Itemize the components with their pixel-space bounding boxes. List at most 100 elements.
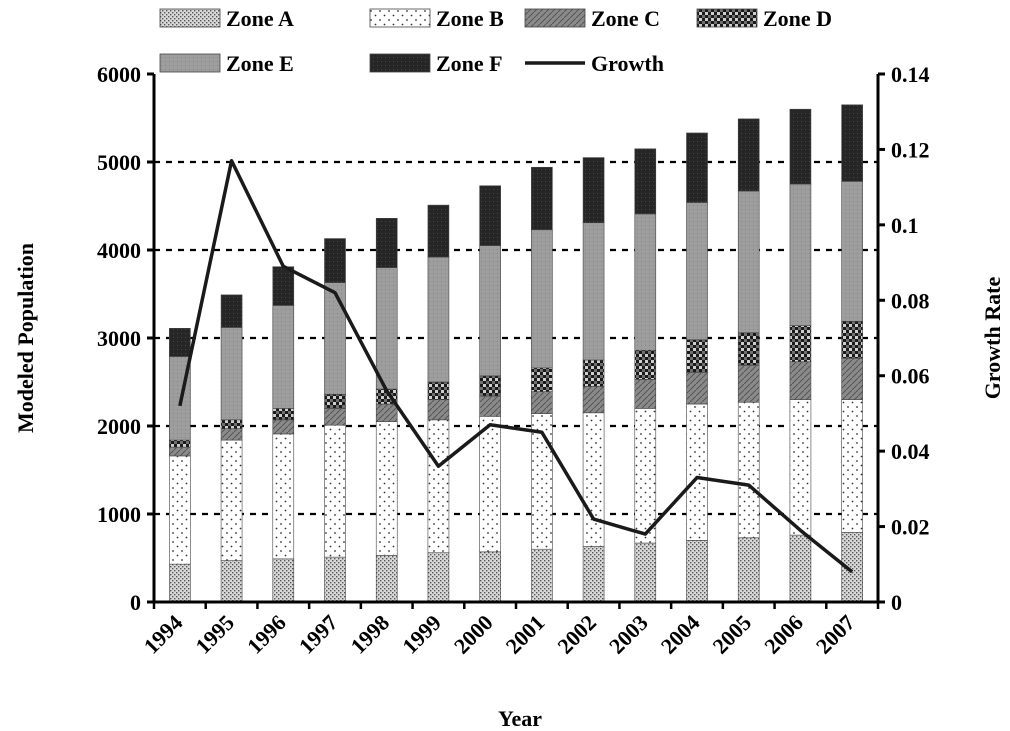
x-tick-label: 2001 (501, 610, 550, 659)
grid-lines (154, 160, 878, 516)
legend: Zone A Zone B Zone C Zone D Zone E Zone F Grow… (159, 6, 832, 76)
y-axis-title: Modeled Population (13, 243, 38, 433)
legend-swatch-zone-a (159, 8, 221, 28)
bar-zone-e-1996 (272, 305, 295, 409)
x-tick-label: 2000 (449, 610, 498, 659)
bar-zone-e-2000 (479, 245, 501, 377)
legend-label-zone-c: Zone C (591, 6, 660, 31)
bar-zone-b-2003 (634, 408, 657, 544)
bar-zone-b-1998 (375, 421, 398, 556)
bar-zone-a-2001 (531, 548, 553, 603)
y2-tick-label: 0.08 (891, 288, 930, 313)
bar-zone-c-1999 (427, 399, 450, 421)
bar-zone-a-1999 (427, 552, 450, 603)
bar-zone-c-2002 (582, 386, 605, 414)
legend-swatch-zone-f (369, 53, 431, 73)
bar-zone-f-1997 (324, 238, 346, 283)
legend-label-zone-d: Zone D (763, 6, 832, 31)
legend-label-zone-f: Zone F (436, 51, 503, 76)
bar-zone-c-2004 (686, 372, 708, 405)
bar-zone-f-2007 (841, 104, 863, 182)
y2-tick-label: 0.06 (891, 364, 930, 389)
legend-label-zone-e: Zone E (226, 51, 294, 76)
bar-zone-e-1995 (220, 327, 243, 421)
legend-label-zone-a: Zone A (226, 6, 294, 31)
bar-zone-f-1998 (375, 218, 398, 268)
bar-zone-b-2005 (737, 401, 760, 539)
bar-zone-b-2007 (841, 399, 863, 533)
bar-zone-a-1998 (375, 555, 398, 603)
bar-zone-b-2002 (582, 412, 605, 547)
x-tick-label: 1994 (139, 610, 188, 659)
growth-line-layer (178, 158, 854, 574)
bar-zone-d-2007 (841, 320, 863, 359)
bar-zone-d-2003 (634, 350, 657, 380)
bar-zone-c-2003 (634, 379, 657, 409)
x-tick-label: 2003 (604, 610, 653, 659)
bar-zone-a-2005 (737, 537, 760, 603)
x-tick-label: 1998 (345, 610, 394, 659)
bar-zone-a-1994 (169, 563, 191, 603)
bar-zone-c-2007 (841, 357, 863, 400)
bar-zone-d-2000 (479, 375, 501, 397)
bar-zone-a-2000 (479, 551, 501, 603)
bar-zone-c-1994 (169, 446, 191, 457)
axis-titles: Year Modeled Population Growth Rate (13, 243, 1005, 731)
y2-tick-label: 0 (891, 590, 902, 615)
bar-zone-b-1999 (427, 419, 450, 554)
bar-zone-a-2004 (686, 540, 708, 603)
bar-zone-a-2002 (582, 546, 605, 603)
x-tick-label: 1996 (242, 610, 291, 659)
bar-zone-b-1994 (169, 455, 191, 565)
bar-zone-e-2006 (789, 183, 812, 326)
x-tick-label: 2002 (552, 610, 601, 659)
y2-axis-title: Growth Rate (980, 277, 1005, 400)
bar-zone-e-2003 (634, 213, 657, 351)
bar-zone-d-1995 (220, 419, 243, 429)
x-tick-label: 2005 (707, 610, 756, 659)
y-tick-label: 6000 (97, 62, 141, 87)
y2-tick-label: 0.02 (891, 515, 930, 540)
bar-zone-b-2000 (479, 416, 501, 553)
bar-zone-a-2003 (634, 542, 657, 603)
y-tick-label: 0 (130, 590, 141, 615)
y2-tick-label: 0.1 (891, 213, 919, 238)
growth-line (178, 158, 854, 574)
bar-zone-d-1996 (272, 408, 295, 421)
legend-swatch-zone-c (524, 8, 586, 28)
bar-zone-f-1994 (169, 328, 191, 357)
bar-zone-c-1995 (220, 428, 243, 441)
bar-zone-c-2000 (479, 395, 501, 417)
bar-zone-e-2001 (531, 229, 553, 369)
bar-zone-b-2006 (789, 399, 812, 536)
bar-zone-c-1996 (272, 419, 295, 435)
legend-swatch-zone-e (159, 53, 221, 73)
x-tick-label: 2004 (656, 610, 705, 659)
x-axis-title: Year (498, 706, 542, 731)
bar-zone-e-2005 (737, 190, 760, 334)
bar-zone-b-2004 (686, 403, 708, 541)
bar-zone-e-2002 (582, 222, 605, 361)
legend-swatch-zone-d (696, 8, 758, 28)
bar-zone-f-1999 (427, 204, 450, 258)
bar-zone-c-1998 (375, 403, 398, 422)
bar-zone-a-2006 (789, 534, 812, 603)
legend-swatch-zone-b (369, 8, 431, 28)
legend-label-zone-b: Zone B (436, 6, 504, 31)
y-tick-label: 3000 (97, 326, 141, 351)
bar-zone-e-1999 (427, 256, 450, 383)
bar-zone-c-2001 (531, 391, 553, 414)
bar-zone-f-2006 (789, 108, 812, 185)
bar-zone-b-1995 (220, 439, 243, 561)
y2-tick-label: 0.12 (891, 137, 930, 162)
bars (169, 104, 863, 603)
y-tick-label: 2000 (97, 414, 141, 439)
bar-zone-f-2004 (686, 132, 708, 203)
y-tick-label: 4000 (97, 238, 141, 263)
bar-zone-f-2000 (479, 185, 501, 246)
bar-zone-e-2004 (686, 202, 708, 341)
bar-zone-c-2006 (789, 361, 812, 400)
bar-zone-f-2002 (582, 157, 605, 224)
bar-zone-a-1995 (220, 560, 243, 603)
bar-zone-f-2001 (531, 166, 553, 231)
